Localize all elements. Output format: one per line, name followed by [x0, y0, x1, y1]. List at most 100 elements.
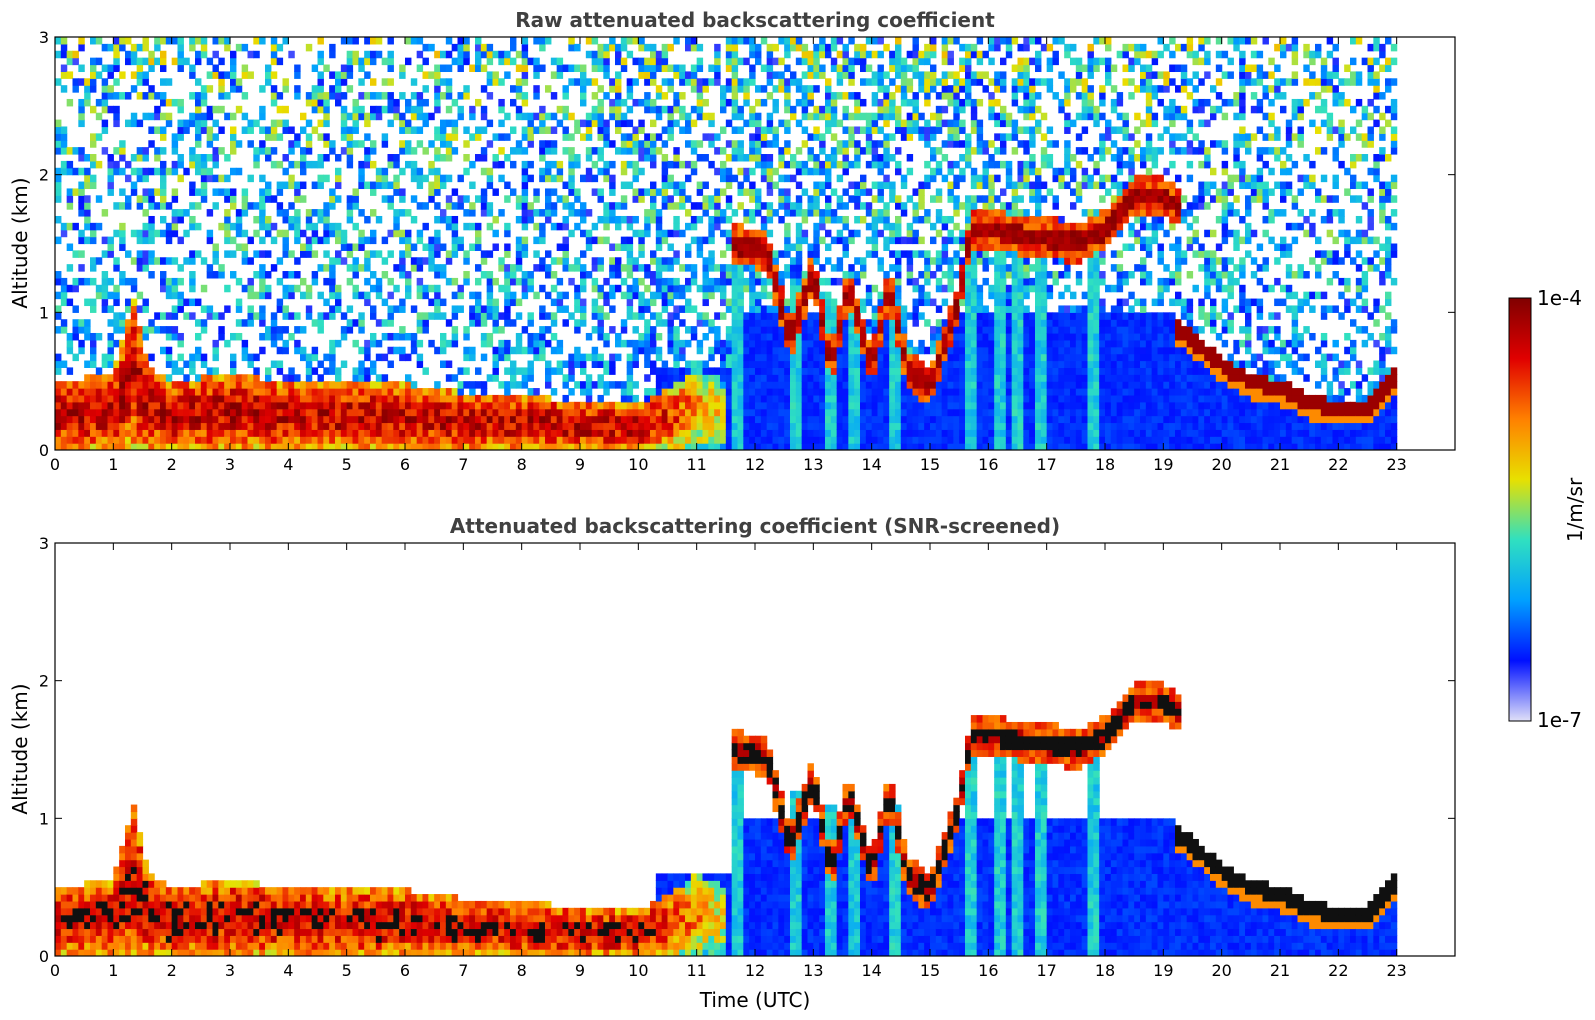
heatmap-cell: [860, 126, 867, 134]
heatmap-cell: [101, 381, 109, 389]
heatmap-cell: [358, 174, 365, 183]
heatmap-cell: [72, 415, 79, 424]
heatmap-cell: [346, 243, 354, 251]
heatmap-cell: [609, 112, 616, 121]
heatmap-cell: [300, 436, 307, 444]
heatmap-cell: [661, 174, 669, 183]
heatmap-cell: [300, 401, 307, 410]
heatmap-cell: [358, 429, 365, 437]
heatmap-cell: [358, 319, 365, 327]
heatmap-cell: [113, 401, 120, 410]
heatmap-cell: [451, 312, 459, 320]
heatmap-cell: [107, 374, 114, 382]
heatmap-cell: [766, 57, 774, 66]
heatmap-cell: [825, 367, 832, 375]
heatmap-cell: [230, 360, 237, 368]
heatmap-cell: [440, 133, 447, 141]
heatmap-cell: [276, 381, 284, 389]
heatmap-cell: [165, 422, 173, 430]
heatmap-cell: [224, 284, 231, 293]
heatmap-cell: [422, 174, 429, 183]
heatmap-cell: [259, 305, 266, 313]
heatmap-cell: [212, 64, 219, 73]
heatmap-cell: [451, 429, 459, 437]
heatmap-cell: [650, 408, 657, 417]
heatmap-cell: [883, 422, 890, 430]
heatmap-cell: [860, 415, 867, 424]
heatmap-cell: [218, 174, 225, 183]
heatmap-cell: [755, 374, 762, 382]
heatmap-cell: [276, 229, 284, 238]
heatmap-cell: [679, 195, 686, 203]
heatmap-cell: [206, 305, 214, 313]
heatmap-cell: [626, 250, 634, 258]
heatmap-cell: [160, 98, 167, 107]
heatmap-cell: [545, 381, 552, 389]
heatmap-cell: [749, 236, 756, 245]
heatmap-cell: [667, 319, 674, 327]
heatmap-cell: [661, 160, 669, 169]
heatmap-cell: [825, 312, 832, 320]
heatmap-cell: [90, 415, 97, 424]
heatmap-cell: [270, 98, 278, 107]
heatmap-cell: [609, 78, 616, 86]
heatmap-cell: [580, 388, 587, 396]
heatmap-cell: [335, 257, 342, 265]
heatmap-cell: [778, 202, 785, 210]
heatmap-cell: [101, 443, 109, 450]
heatmap-cell: [125, 160, 132, 169]
heatmap-cell: [883, 243, 890, 251]
heatmap-cell: [230, 133, 237, 141]
heatmap-cell: [84, 319, 91, 327]
heatmap-cell: [55, 37, 62, 45]
heatmap-cell: [620, 202, 628, 210]
heatmap-cell: [731, 105, 739, 114]
heatmap-cell: [696, 381, 704, 389]
heatmap-cell: [830, 443, 838, 450]
heatmap-cell: [498, 105, 505, 114]
heatmap-cell: [854, 105, 861, 114]
heatmap-cell: [515, 401, 523, 410]
heatmap-cell: [311, 346, 319, 355]
heatmap-cell: [737, 126, 744, 134]
heatmap-cell: [335, 429, 342, 437]
heatmap-cell: [842, 326, 849, 334]
heatmap-cell: [766, 353, 774, 362]
heatmap-cell: [136, 174, 144, 183]
heatmap-cell: [148, 374, 155, 382]
heatmap-cell: [784, 271, 791, 279]
heatmap-cell: [300, 408, 307, 417]
heatmap-cell: [580, 401, 587, 410]
heatmap-cell: [819, 326, 826, 334]
heatmap-cell: [714, 415, 721, 424]
heatmap-cell: [282, 312, 289, 320]
heatmap-cell: [521, 195, 529, 203]
heatmap-cell: [714, 78, 721, 86]
heatmap-cell: [877, 339, 884, 348]
heatmap-cell: [737, 202, 744, 210]
heatmap-cell: [854, 367, 861, 375]
heatmap-cell: [445, 360, 453, 368]
heatmap-cell: [784, 319, 791, 327]
heatmap-cell: [142, 305, 149, 313]
heatmap-cell: [661, 64, 669, 73]
heatmap-cell: [148, 215, 155, 224]
heatmap-cell: [632, 408, 639, 417]
heatmap-cell: [154, 381, 161, 389]
heatmap-cell: [749, 243, 756, 251]
heatmap-cell: [288, 291, 295, 300]
heatmap-cell: [311, 85, 319, 93]
heatmap-cell: [737, 264, 744, 272]
heatmap-cell: [720, 360, 727, 368]
heatmap-cell: [801, 346, 809, 355]
heatmap-cell: [370, 388, 377, 396]
heatmap-cell: [136, 250, 144, 258]
heatmap-cell: [183, 408, 190, 417]
heatmap-cell: [749, 50, 756, 59]
heatmap-cell: [84, 277, 91, 286]
heatmap-cell: [323, 105, 330, 114]
heatmap-cell: [125, 436, 132, 444]
heatmap-cell: [475, 222, 482, 231]
heatmap-cell: [784, 374, 791, 382]
heatmap-cell: [860, 374, 867, 382]
